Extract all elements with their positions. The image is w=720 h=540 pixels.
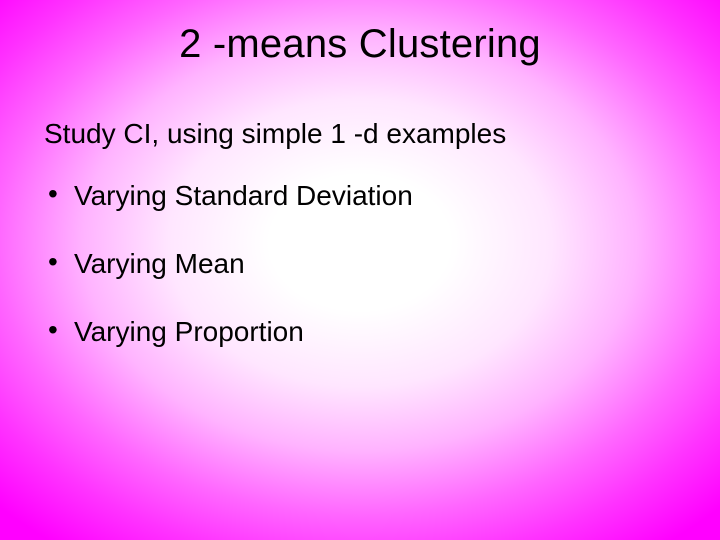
slide-title: 2 -means Clustering — [0, 22, 720, 67]
list-item: Varying Mean — [44, 248, 413, 280]
list-item: Varying Proportion — [44, 316, 413, 348]
list-item: Varying Standard Deviation — [44, 180, 413, 212]
slide: 2 -means Clustering Study CI, using simp… — [0, 0, 720, 540]
slide-subtitle: Study CI, using simple 1 -d examples — [44, 118, 506, 150]
bullet-list: Varying Standard Deviation Varying Mean … — [44, 180, 413, 384]
